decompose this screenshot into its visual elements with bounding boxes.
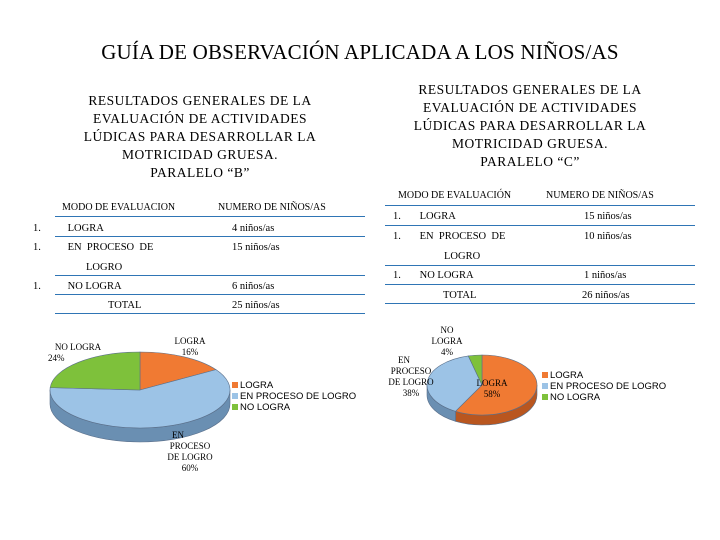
pie-1 — [426, 354, 538, 426]
subtitle-line: EVALUACIÓN DE ACTIVIDADES — [423, 100, 637, 115]
subtitle-line: RESULTADOS GENERALES DE LA — [88, 93, 312, 108]
data-label-no-logra: NO LOGRA 4% — [431, 325, 463, 357]
subtitle-line: RESULTADOS GENERALES DE LA — [418, 82, 642, 97]
legend-item: LOGRA — [542, 370, 666, 381]
subtitle-line: PARALELO “C” — [480, 154, 580, 169]
pie-0 — [49, 351, 231, 443]
subtitle-line: LÚDICAS PARA DESARROLLAR LA — [413, 118, 647, 133]
legend-swatch — [232, 404, 238, 410]
legend-swatch — [232, 393, 238, 399]
legend-swatch — [232, 382, 238, 388]
pie-slice-logra — [139, 351, 217, 391]
subtitle-line: LÚDICAS PARA DESARROLLAR LA — [83, 129, 317, 144]
subtitle-line: PARALELO “B” — [150, 165, 250, 180]
legend-c: LOGRA EN PROCESO DE LOGRO NO LOGRA — [542, 370, 666, 403]
legend-item: NO LOGRA — [542, 392, 666, 403]
data-label-logra: LOGRA 16% — [174, 336, 206, 357]
subtitle-paralelo-b: RESULTADOS GENERALES DE LA EVALUACIÓN DE… — [50, 92, 350, 182]
subtitle-line: MOTRICIDAD GRUESA. — [451, 136, 608, 151]
data-label-en-proceso: EN PROCESO DE LOGRO 60% — [167, 430, 213, 473]
legend-swatch — [542, 372, 548, 378]
pie-slice-en-proceso — [49, 369, 231, 429]
legend-swatch — [542, 394, 548, 400]
data-label-en-proceso: EN PROCESO DE LOGRO 38% — [388, 355, 434, 398]
data-label-logra: LOGRA 58% — [476, 378, 508, 399]
subtitle-line: MOTRICIDAD GRUESA. — [121, 147, 278, 162]
data-label-no-logra: NO LOGRA 24% — [48, 342, 102, 363]
pie-slice-no-logra — [467, 354, 483, 386]
legend-item: LOGRA — [232, 380, 356, 391]
legend-b: LOGRA EN PROCESO DE LOGRO NO LOGRA — [232, 380, 356, 413]
pie-slice-no-logra — [49, 351, 141, 391]
legend-item: EN PROCESO DE LOGRO — [232, 391, 356, 402]
pie-slice-logra — [454, 354, 538, 416]
legend-item: NO LOGRA — [232, 402, 356, 413]
subtitle-paralelo-c: RESULTADOS GENERALES DE LA EVALUACIÓN DE… — [380, 81, 680, 171]
pie-slice-en-proceso — [426, 355, 483, 412]
page-title: GUÍA DE OBSERVACIÓN APLICADA A LOS NIÑOS… — [101, 40, 619, 64]
legend-swatch — [542, 383, 548, 389]
legend-item: EN PROCESO DE LOGRO — [542, 381, 666, 392]
subtitle-line: EVALUACIÓN DE ACTIVIDADES — [93, 111, 307, 126]
